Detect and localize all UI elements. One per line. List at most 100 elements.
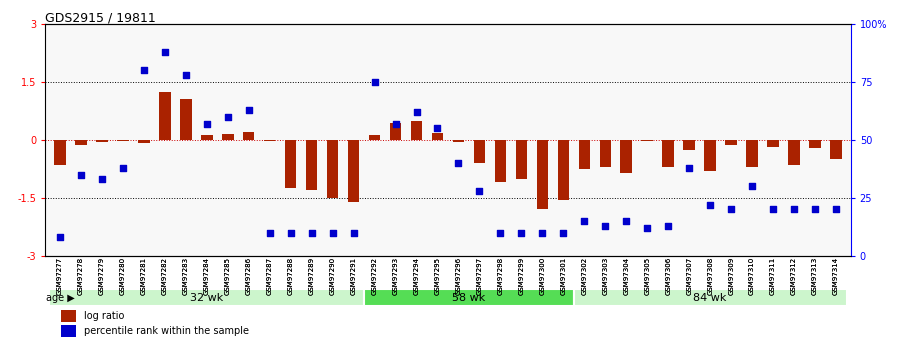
Text: GSM97304: GSM97304 <box>624 257 629 295</box>
Bar <box>767 140 779 147</box>
Point <box>73 172 88 177</box>
Text: GSM97293: GSM97293 <box>393 257 398 295</box>
Text: GSM97303: GSM97303 <box>603 257 608 295</box>
Point <box>283 230 298 235</box>
Text: GSM97278: GSM97278 <box>78 257 84 295</box>
Point <box>619 218 634 224</box>
Bar <box>348 140 359 202</box>
Bar <box>306 140 318 190</box>
Text: 32 wk: 32 wk <box>190 293 224 303</box>
Text: log ratio: log ratio <box>84 311 124 321</box>
Text: GSM97310: GSM97310 <box>749 257 755 295</box>
Text: GSM97306: GSM97306 <box>665 257 672 295</box>
Point <box>598 223 613 228</box>
Text: GSM97298: GSM97298 <box>498 257 503 295</box>
Bar <box>54 140 66 165</box>
Bar <box>642 140 653 141</box>
Text: GSM97309: GSM97309 <box>729 257 734 295</box>
Text: GSM97283: GSM97283 <box>183 257 189 295</box>
Bar <box>243 132 254 140</box>
Text: GSM97292: GSM97292 <box>372 257 377 295</box>
Text: GSM97312: GSM97312 <box>791 257 797 295</box>
Text: 58 wk: 58 wk <box>452 293 486 303</box>
Bar <box>96 140 108 142</box>
Bar <box>662 140 674 167</box>
Bar <box>574 289 846 306</box>
Text: GSM97288: GSM97288 <box>288 257 293 295</box>
Bar <box>50 289 364 306</box>
Text: GSM97287: GSM97287 <box>267 257 272 295</box>
Text: GSM97291: GSM97291 <box>350 257 357 295</box>
Bar <box>495 140 506 183</box>
Text: GSM97281: GSM97281 <box>141 257 147 295</box>
Text: GSM97280: GSM97280 <box>119 257 126 295</box>
Point <box>388 121 403 127</box>
Text: GSM97305: GSM97305 <box>644 257 650 295</box>
Text: GSM97309: GSM97309 <box>729 257 734 295</box>
Text: GSM97308: GSM97308 <box>707 257 713 295</box>
Point <box>304 230 319 235</box>
Text: GSM97286: GSM97286 <box>246 257 252 295</box>
Text: GSM97278: GSM97278 <box>78 257 84 295</box>
Text: GSM97307: GSM97307 <box>686 257 692 295</box>
Bar <box>264 140 275 141</box>
Text: GSM97285: GSM97285 <box>224 257 231 295</box>
Bar <box>138 140 149 143</box>
Point <box>452 160 466 166</box>
Bar <box>830 140 842 159</box>
Text: GSM97311: GSM97311 <box>770 257 776 295</box>
Text: GSM97290: GSM97290 <box>329 257 336 295</box>
Text: GSM97308: GSM97308 <box>707 257 713 295</box>
Bar <box>201 135 213 140</box>
Point <box>556 230 570 235</box>
Point <box>347 230 361 235</box>
Text: GSM97299: GSM97299 <box>519 257 524 295</box>
Point <box>724 207 738 212</box>
Text: GSM97302: GSM97302 <box>581 257 587 295</box>
Bar <box>62 325 76 337</box>
Text: GSM97286: GSM97286 <box>246 257 252 295</box>
Bar <box>599 140 611 167</box>
Text: GSM97311: GSM97311 <box>770 257 776 295</box>
Point <box>640 225 654 231</box>
Point <box>157 49 172 55</box>
Text: GSM97285: GSM97285 <box>224 257 231 295</box>
Text: GSM97295: GSM97295 <box>434 257 441 295</box>
Bar <box>117 140 129 141</box>
Text: GSM97301: GSM97301 <box>560 257 567 295</box>
Point <box>95 177 110 182</box>
Point <box>199 121 214 127</box>
Text: GSM97282: GSM97282 <box>162 257 167 295</box>
Bar <box>62 310 76 322</box>
Point <box>661 223 675 228</box>
Text: GSM97280: GSM97280 <box>119 257 126 295</box>
Text: GSM97296: GSM97296 <box>455 257 462 295</box>
Text: GSM97277: GSM97277 <box>57 257 63 295</box>
Bar <box>180 99 192 140</box>
Point <box>514 230 529 235</box>
Text: GSM97296: GSM97296 <box>455 257 462 295</box>
Point <box>409 109 424 115</box>
Point <box>766 207 780 212</box>
Text: GSM97277: GSM97277 <box>57 257 63 295</box>
Bar <box>285 140 297 188</box>
Bar <box>747 140 757 167</box>
Text: GSM97283: GSM97283 <box>183 257 189 295</box>
Text: GSM97306: GSM97306 <box>665 257 672 295</box>
Text: GSM97282: GSM97282 <box>162 257 167 295</box>
Point <box>367 79 382 85</box>
Text: GSM97312: GSM97312 <box>791 257 797 295</box>
Bar <box>432 133 443 140</box>
Point <box>430 126 444 131</box>
Bar <box>683 140 695 150</box>
Point <box>116 165 130 170</box>
Bar <box>704 140 716 171</box>
Bar <box>537 140 548 209</box>
Point <box>262 230 277 235</box>
Text: GSM97297: GSM97297 <box>476 257 482 295</box>
Text: GSM97291: GSM97291 <box>350 257 357 295</box>
Text: GSM97313: GSM97313 <box>812 257 818 295</box>
Text: GSM97301: GSM97301 <box>560 257 567 295</box>
Text: GSM97292: GSM97292 <box>372 257 377 295</box>
Text: GSM97279: GSM97279 <box>99 257 105 295</box>
